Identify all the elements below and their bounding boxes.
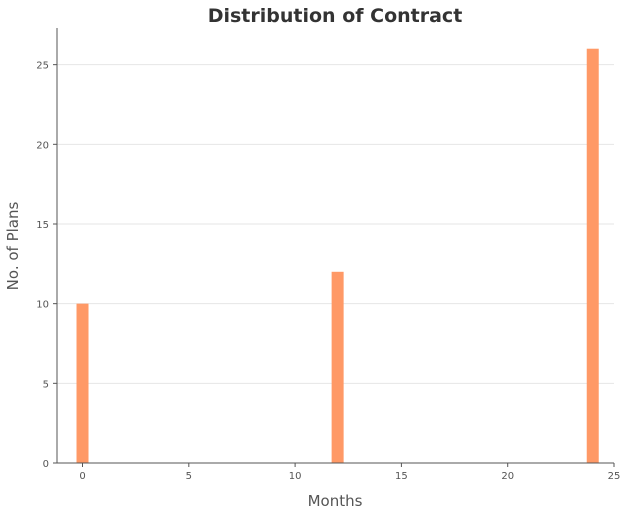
- x-tick-label-15: 15: [395, 471, 408, 482]
- y-tick-label-20: 20: [36, 140, 49, 151]
- x-tick-label-5: 5: [186, 471, 192, 482]
- y-tick-label-10: 10: [36, 300, 49, 311]
- x-tick-label-25: 25: [608, 471, 621, 482]
- y-tick-label-25: 25: [36, 61, 49, 72]
- x-tick-label-0: 0: [79, 471, 85, 482]
- x-tick-label-10: 10: [289, 471, 302, 482]
- gridlines: [57, 64, 614, 384]
- x-axis-label: Months: [308, 492, 363, 510]
- chart-title: Distribution of Contract: [208, 5, 463, 27]
- y-tick-label-0: 0: [43, 459, 49, 470]
- bar-12: [331, 271, 344, 463]
- y-axis-label: No. of Plans: [4, 202, 22, 291]
- axes: [56, 28, 614, 464]
- y-tick-label-15: 15: [36, 220, 49, 231]
- bar-0: [76, 303, 89, 463]
- bar-24: [586, 48, 599, 463]
- y-tick-label-5: 5: [43, 379, 49, 390]
- y-ticks: 0 5 10 15 20 25: [36, 61, 57, 470]
- bars: [76, 48, 599, 463]
- x-ticks: 0 5 10 15 20 25: [79, 463, 620, 482]
- x-tick-label-20: 20: [501, 471, 514, 482]
